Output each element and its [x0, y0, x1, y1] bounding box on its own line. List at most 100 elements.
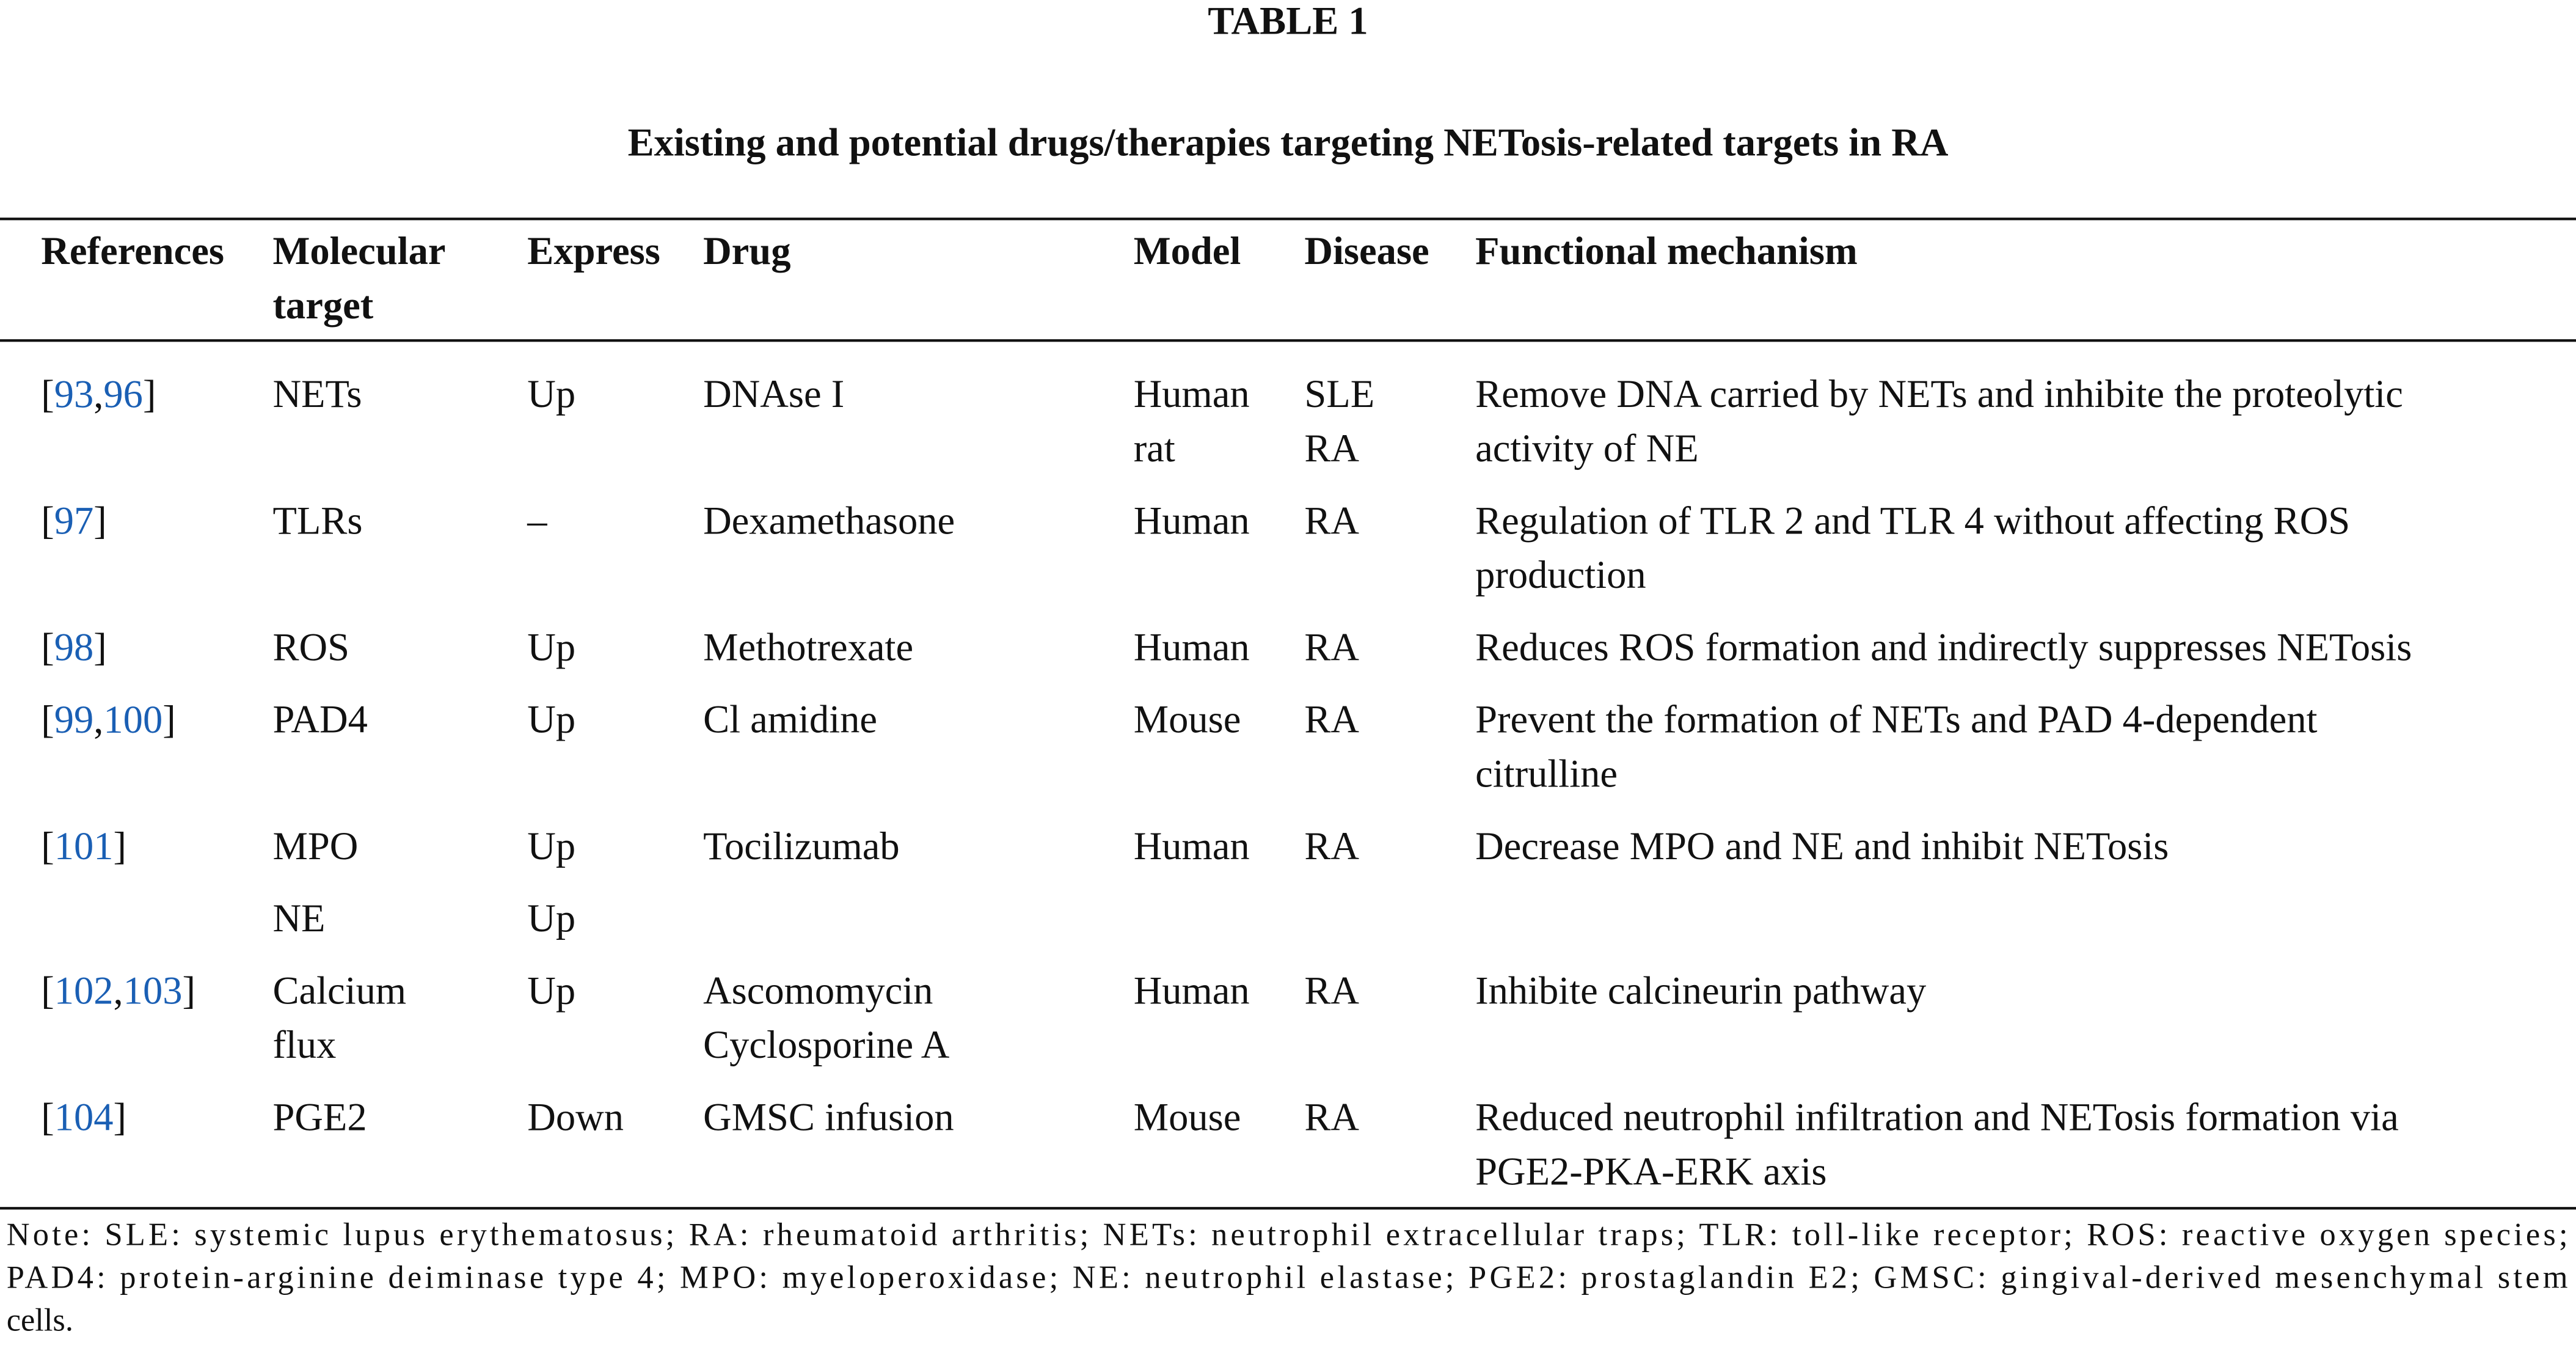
express-cell: Up [527, 896, 575, 940]
reference-punct: ] [93, 498, 107, 542]
reference-link[interactable]: 98 [54, 625, 94, 669]
mechanism-cell: Remove DNA carried by NETs and inhibite … [1475, 372, 2403, 416]
disease-cell: RA [1304, 426, 1359, 470]
model-cell: Human [1134, 968, 1250, 1012]
target-cell: Calcium [272, 968, 406, 1012]
reference-cell: [102,103] [41, 968, 195, 1012]
model-cell: Mouse [1134, 697, 1241, 741]
column-header: References [41, 229, 224, 273]
target-cell: flux [272, 1022, 336, 1066]
column-header: Molecular [272, 229, 445, 273]
mechanism-cell: Inhibite calcineurin pathway [1475, 968, 1927, 1012]
mechanism-cell: PGE2-PKA-ERK axis [1475, 1149, 1826, 1193]
mechanism-cell: Regulation of TLR 2 and TLR 4 without af… [1475, 498, 2350, 542]
mechanism-cell: Decrease MPO and NE and inhibit NETosis [1475, 824, 2169, 868]
mechanism-cell: Reduces ROS formation and indirectly sup… [1475, 625, 2412, 669]
column-header: Disease [1304, 229, 1429, 273]
target-cell: TLRs [272, 498, 362, 542]
disease-cell: RA [1304, 697, 1359, 741]
reference-punct: , [93, 372, 103, 416]
express-cell: Up [527, 372, 575, 416]
reference-link[interactable]: 93 [54, 372, 94, 416]
drug-cell: Methotrexate [703, 625, 913, 669]
model-cell: Human [1134, 625, 1250, 669]
reference-cell: [93,96] [41, 372, 156, 416]
model-cell: rat [1134, 426, 1175, 470]
reference-punct: , [114, 968, 123, 1012]
drug-cell: Dexamethasone [703, 498, 955, 542]
express-cell: Up [527, 824, 575, 868]
drug-cell: Cyclosporine A [703, 1022, 950, 1066]
reference-punct: [ [41, 824, 54, 868]
drug-cell: DNAse I [703, 372, 844, 416]
reference-punct: [ [41, 372, 54, 416]
table-title: Existing and potential drugs/therapies t… [628, 120, 1949, 164]
reference-punct: [ [41, 625, 54, 669]
model-cell: Human [1134, 498, 1250, 542]
table-label: TABLE 1 [1208, 0, 1368, 43]
mechanism-cell: activity of NE [1475, 426, 1699, 470]
note-line: Note: SLE: systemic lupus erythematosus;… [7, 1217, 2568, 1253]
reference-punct: [ [41, 498, 54, 542]
model-cell: Human [1134, 824, 1250, 868]
column-header: Drug [703, 229, 790, 273]
disease-cell: RA [1304, 968, 1359, 1012]
disease-cell: RA [1304, 625, 1359, 669]
column-header: Functional mechanism [1475, 229, 1858, 273]
reference-cell: [97] [41, 498, 107, 542]
reference-punct: [ [41, 1095, 54, 1139]
column-header: target [272, 283, 373, 327]
reference-link[interactable]: 101 [54, 824, 114, 868]
disease-cell: SLE [1304, 372, 1374, 416]
model-cell: Mouse [1134, 1095, 1241, 1139]
drug-cell: GMSC infusion [703, 1095, 954, 1139]
disease-cell: RA [1304, 824, 1359, 868]
reference-link[interactable]: 104 [54, 1095, 114, 1139]
reference-punct: [ [41, 697, 54, 741]
target-cell: NETs [272, 372, 362, 416]
mechanism-cell: production [1475, 552, 1646, 596]
column-header: Model [1134, 229, 1241, 273]
reference-punct: ] [114, 1095, 127, 1139]
target-cell: PGE2 [272, 1095, 367, 1139]
reference-punct: ] [114, 824, 127, 868]
reference-punct: ] [182, 968, 195, 1012]
express-cell: – [527, 498, 547, 542]
column-header: Express [527, 229, 660, 273]
target-cell: NE [272, 896, 325, 940]
reference-cell: [104] [41, 1095, 126, 1139]
express-cell: Up [527, 625, 575, 669]
reference-cell: [101] [41, 824, 126, 868]
drug-cell: Ascomomycin [703, 968, 933, 1012]
express-cell: Up [527, 968, 575, 1012]
target-cell: MPO [272, 824, 358, 868]
express-cell: Up [527, 697, 575, 741]
reference-link[interactable]: 97 [54, 498, 94, 542]
note-line: PAD4: protein-arginine deiminase type 4;… [7, 1260, 2568, 1296]
target-cell: PAD4 [272, 697, 367, 741]
reference-cell: [98] [41, 625, 107, 669]
reference-punct: ] [162, 697, 176, 741]
note-line: cells. [7, 1303, 73, 1338]
reference-cell: [99,100] [41, 697, 175, 741]
reference-punct: ] [143, 372, 156, 416]
target-cell: ROS [272, 625, 349, 669]
model-cell: Human [1134, 372, 1250, 416]
reference-link[interactable]: 99 [54, 697, 94, 741]
mechanism-cell: Reduced neutrophil infiltration and NETo… [1475, 1095, 2399, 1139]
mechanism-cell: Prevent the formation of NETs and PAD 4-… [1475, 697, 2318, 741]
reference-punct: ] [93, 625, 107, 669]
reference-punct: [ [41, 968, 54, 1012]
drug-cell: Tocilizumab [703, 824, 900, 868]
reference-link[interactable]: 100 [103, 697, 162, 741]
express-cell: Down [527, 1095, 624, 1139]
disease-cell: RA [1304, 1095, 1359, 1139]
reference-link[interactable]: 102 [54, 968, 114, 1012]
drug-cell: Cl amidine [703, 697, 877, 741]
reference-link[interactable]: 96 [103, 372, 143, 416]
reference-link[interactable]: 103 [123, 968, 183, 1012]
mechanism-cell: citrulline [1475, 751, 1618, 795]
disease-cell: RA [1304, 498, 1359, 542]
